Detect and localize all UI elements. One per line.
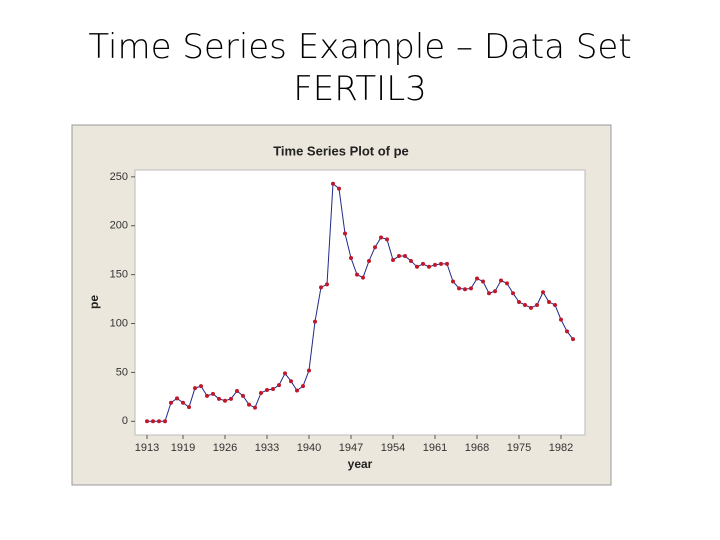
x-tick-label: 1961: [423, 442, 447, 454]
data-point: [487, 291, 491, 296]
data-point: [457, 286, 461, 291]
data-point: [337, 186, 341, 191]
data-point: [253, 405, 257, 410]
data-point: [499, 278, 503, 283]
data-point: [271, 387, 275, 392]
data-point: [211, 391, 215, 396]
data-point: [313, 319, 317, 324]
data-point: [511, 291, 515, 296]
data-point: [187, 405, 191, 410]
x-tick-label: 1926: [213, 442, 237, 454]
data-point: [307, 368, 311, 373]
data-point: [559, 317, 563, 322]
data-point: [277, 383, 281, 388]
data-point: [223, 398, 227, 403]
x-axis-label: year: [348, 457, 373, 471]
data-point: [319, 285, 323, 290]
x-tick-label: 1933: [255, 442, 279, 454]
data-point: [373, 245, 377, 250]
data-point: [175, 396, 179, 401]
y-tick-label: 150: [110, 269, 128, 281]
data-point: [169, 400, 173, 405]
y-tick-label: 0: [122, 415, 128, 427]
data-point: [289, 379, 293, 384]
data-point: [367, 258, 371, 263]
data-point: [349, 256, 353, 261]
y-tick-label: 200: [110, 220, 128, 232]
data-point: [325, 282, 329, 287]
slide-title-line: Time Series Example – Data Set: [88, 27, 632, 67]
data-point: [481, 279, 485, 284]
slide-title: Time Series Example – Data Set FERTIL3: [0, 26, 720, 110]
data-point: [217, 396, 221, 401]
data-point: [439, 261, 443, 266]
data-point: [517, 300, 521, 305]
data-point: [235, 388, 239, 393]
data-point: [283, 371, 287, 376]
x-tick-label: 1954: [381, 442, 405, 454]
data-point: [529, 305, 533, 310]
data-point: [523, 302, 527, 307]
data-point: [415, 264, 419, 269]
data-point: [241, 393, 245, 398]
data-point: [553, 302, 557, 307]
data-point: [493, 289, 497, 294]
data-point: [541, 290, 545, 295]
data-point: [355, 272, 359, 277]
data-point: [505, 281, 509, 286]
data-point: [193, 386, 197, 391]
x-tick-label: 1913: [135, 442, 159, 454]
data-point: [145, 419, 149, 424]
data-point: [331, 181, 335, 186]
data-point: [403, 254, 407, 259]
data-point: [391, 257, 395, 262]
slide-title-line: FERTIL3: [293, 69, 427, 109]
data-point: [301, 384, 305, 389]
data-point: [427, 264, 431, 269]
data-point: [199, 384, 203, 389]
x-tick-label: 1947: [339, 442, 363, 454]
y-axis-label: pe: [87, 295, 101, 309]
x-tick-label: 1982: [549, 442, 573, 454]
data-point: [163, 419, 167, 424]
data-point: [157, 419, 161, 424]
y-tick-label: 100: [110, 317, 128, 329]
data-point: [151, 419, 155, 424]
data-point: [181, 400, 185, 405]
data-point: [259, 390, 263, 395]
data-point: [421, 261, 425, 266]
data-point: [361, 275, 365, 280]
y-tick-label: 250: [110, 171, 128, 183]
data-point: [343, 231, 347, 236]
x-tick-label: 1940: [297, 442, 321, 454]
data-point: [469, 286, 473, 291]
chart-title: Time Series Plot of pe: [273, 143, 409, 158]
data-point: [385, 237, 389, 242]
data-point: [409, 258, 413, 263]
data-point: [535, 302, 539, 307]
data-point: [295, 388, 299, 393]
x-tick-label: 1968: [465, 442, 489, 454]
x-tick-label: 1975: [507, 442, 531, 454]
data-point: [379, 235, 383, 240]
data-point: [445, 261, 449, 266]
x-tick-label: 1919: [171, 442, 195, 454]
data-point: [229, 396, 233, 401]
data-point: [205, 393, 209, 398]
y-tick-label: 50: [116, 366, 128, 378]
plot-area: [134, 169, 586, 436]
data-point: [475, 276, 479, 281]
data-point: [433, 262, 437, 267]
data-point: [571, 337, 575, 342]
data-point: [565, 329, 569, 334]
data-point: [265, 388, 269, 393]
data-point: [397, 254, 401, 259]
data-point: [547, 300, 551, 305]
data-point: [451, 279, 455, 284]
data-point: [247, 402, 251, 407]
data-point: [463, 287, 467, 292]
